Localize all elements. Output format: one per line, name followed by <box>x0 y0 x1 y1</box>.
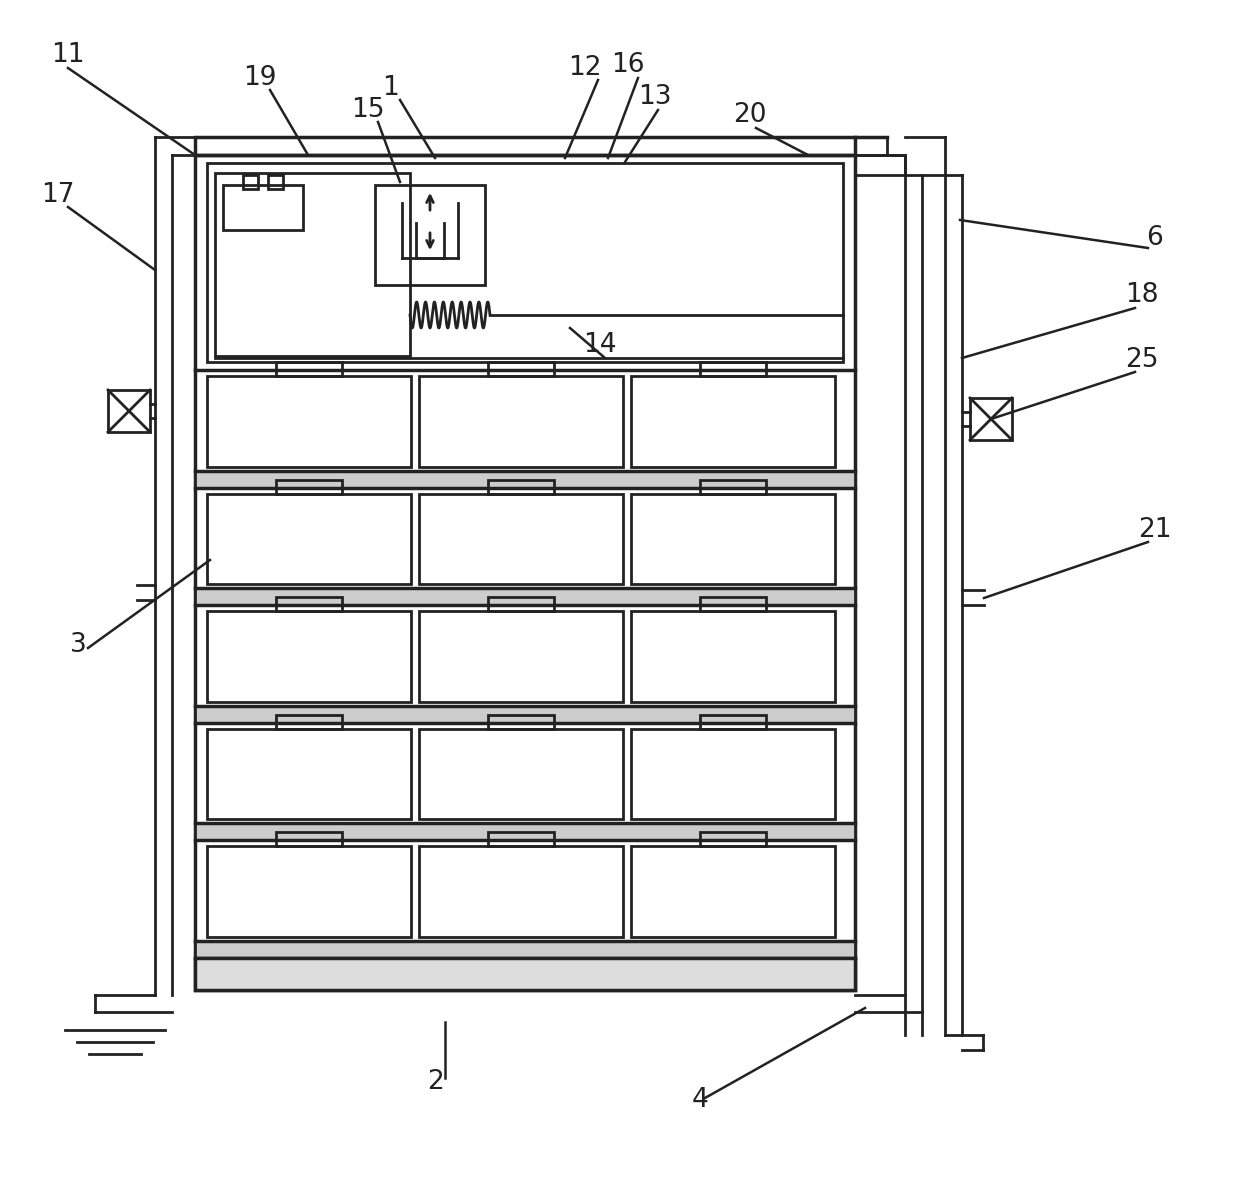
Bar <box>701 362 765 376</box>
Bar <box>195 470 856 488</box>
Text: 2: 2 <box>427 1068 444 1096</box>
Bar <box>277 715 342 729</box>
Bar <box>207 376 410 466</box>
Bar <box>489 362 553 376</box>
Bar <box>631 611 835 702</box>
Text: 21: 21 <box>1138 517 1172 543</box>
Text: 13: 13 <box>639 84 672 110</box>
Bar <box>489 479 553 494</box>
Text: 16: 16 <box>611 52 645 78</box>
Bar <box>215 173 410 356</box>
Bar <box>108 390 150 432</box>
Bar <box>701 833 765 847</box>
Text: 18: 18 <box>1125 282 1158 307</box>
Bar <box>207 163 843 362</box>
Text: 25: 25 <box>1125 348 1158 373</box>
Bar <box>195 941 856 958</box>
Bar <box>631 376 835 466</box>
Text: 11: 11 <box>51 42 84 68</box>
Text: 1: 1 <box>382 75 398 101</box>
Bar <box>277 833 342 847</box>
Bar <box>268 176 283 188</box>
Bar <box>374 185 485 285</box>
Bar <box>701 479 765 494</box>
Bar <box>195 155 856 990</box>
Bar <box>419 847 622 937</box>
Bar <box>419 729 622 820</box>
Bar <box>243 176 258 188</box>
Text: 14: 14 <box>583 332 616 358</box>
Text: 12: 12 <box>568 55 601 81</box>
Bar <box>277 362 342 376</box>
Bar <box>207 729 410 820</box>
Bar <box>419 494 622 584</box>
Bar <box>207 847 410 937</box>
Bar <box>631 494 835 584</box>
Bar <box>419 611 622 702</box>
Bar <box>419 376 622 466</box>
Bar <box>701 597 765 611</box>
Bar <box>631 729 835 820</box>
Text: 17: 17 <box>41 181 74 209</box>
Text: 6: 6 <box>1147 225 1163 251</box>
Bar <box>207 494 410 584</box>
Bar <box>195 706 856 723</box>
Bar <box>970 398 1012 441</box>
Bar <box>489 833 553 847</box>
Text: 4: 4 <box>692 1087 708 1113</box>
Text: 3: 3 <box>69 633 87 659</box>
Bar <box>489 597 553 611</box>
Bar <box>631 847 835 937</box>
Text: 19: 19 <box>243 65 277 91</box>
Text: 20: 20 <box>733 102 766 128</box>
Bar <box>277 597 342 611</box>
Bar <box>223 185 303 230</box>
Bar <box>489 715 553 729</box>
Bar <box>195 588 856 605</box>
Bar <box>277 479 342 494</box>
Bar <box>195 137 856 155</box>
Bar <box>195 823 856 840</box>
Bar <box>207 611 410 702</box>
Bar <box>701 715 765 729</box>
Text: 15: 15 <box>351 97 384 123</box>
Bar <box>195 958 856 990</box>
